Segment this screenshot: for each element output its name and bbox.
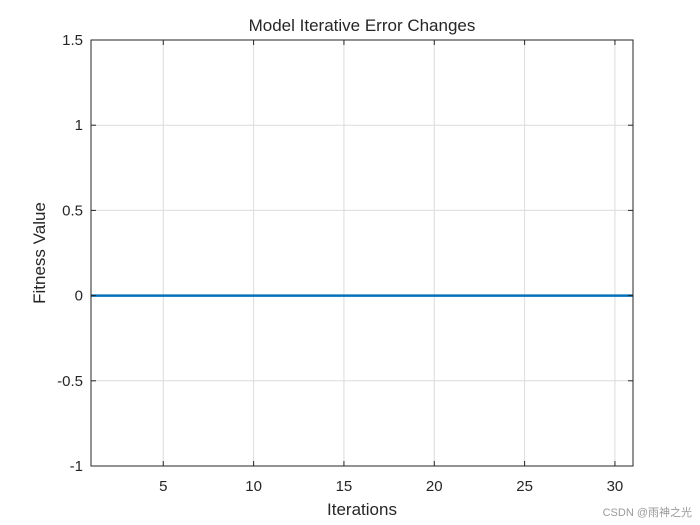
y-tick-label: -1: [70, 458, 83, 475]
x-tick-label: 5: [159, 478, 167, 495]
grid: [91, 40, 633, 466]
y-tick-label: 1.5: [62, 32, 83, 49]
ticks: [91, 39, 633, 467]
y-tick-label: 0.5: [62, 202, 83, 219]
plot-frame: [90, 39, 634, 467]
x-axis-label: Iterations: [327, 500, 397, 519]
y-axis-label: Fitness Value: [30, 202, 49, 304]
y-tick-label: 1: [75, 117, 83, 134]
watermark: CSDN @雨神之光: [602, 507, 692, 519]
y-tick-label: 0: [75, 288, 83, 305]
tick-labels: 5 10 15 20 25 30 -1 -0.5 0 0.5 1 1.5: [57, 32, 623, 495]
x-tick-label: 10: [245, 478, 262, 495]
y-tick-label: -0.5: [57, 373, 83, 390]
chart-title: Model Iterative Error Changes: [249, 16, 476, 35]
plot-background: [91, 40, 633, 466]
x-tick-label: 25: [516, 478, 533, 495]
x-tick-label: 20: [426, 478, 443, 495]
x-tick-label: 15: [336, 478, 353, 495]
x-tick-label: 30: [607, 478, 624, 495]
